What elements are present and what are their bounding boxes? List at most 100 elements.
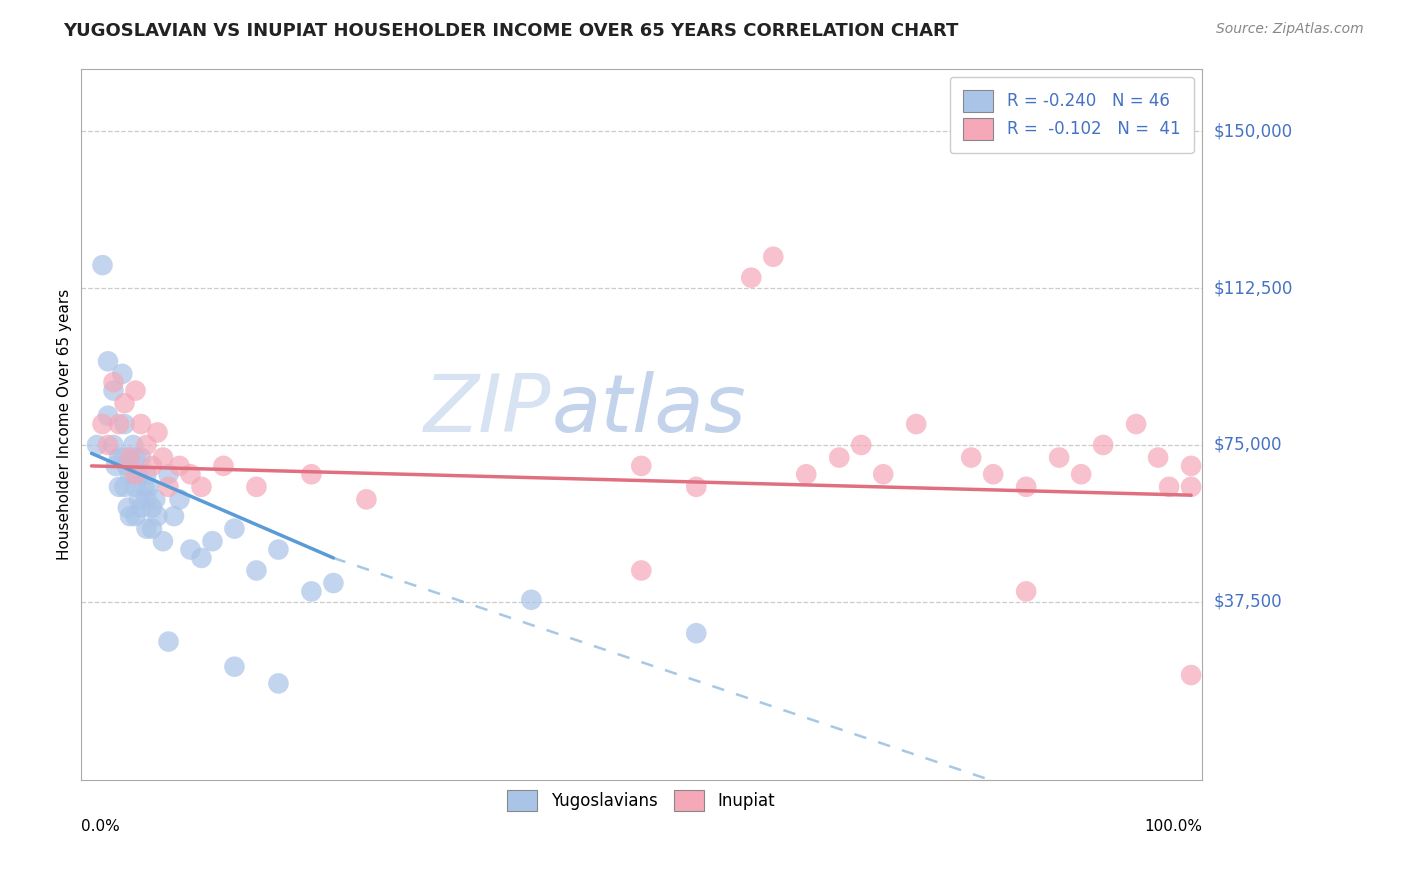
Point bbox=[124, 509, 146, 524]
Point bbox=[86, 438, 108, 452]
Point bbox=[1047, 450, 1070, 465]
Point bbox=[224, 522, 246, 536]
Point bbox=[124, 467, 146, 482]
Legend: Yugoslavians, Inupiat: Yugoslavians, Inupiat bbox=[494, 777, 789, 824]
Point bbox=[851, 438, 873, 452]
Point bbox=[520, 592, 543, 607]
Point bbox=[103, 384, 125, 398]
Point bbox=[128, 492, 150, 507]
Point bbox=[97, 354, 120, 368]
Point bbox=[117, 500, 139, 515]
Point bbox=[685, 626, 707, 640]
Point bbox=[960, 450, 983, 465]
Point bbox=[97, 438, 120, 452]
Point bbox=[905, 417, 928, 431]
Text: $150,000: $150,000 bbox=[1213, 122, 1292, 140]
Point bbox=[135, 522, 157, 536]
Point bbox=[141, 522, 163, 536]
Point bbox=[356, 492, 378, 507]
Text: $37,500: $37,500 bbox=[1213, 593, 1282, 611]
Point bbox=[179, 467, 201, 482]
Point bbox=[124, 480, 146, 494]
Point bbox=[201, 534, 224, 549]
Point bbox=[1015, 480, 1038, 494]
Point bbox=[157, 467, 180, 482]
Text: $75,000: $75,000 bbox=[1213, 436, 1282, 454]
Text: Source: ZipAtlas.com: Source: ZipAtlas.com bbox=[1216, 22, 1364, 37]
Point bbox=[190, 550, 212, 565]
Point bbox=[114, 480, 136, 494]
Point bbox=[135, 492, 157, 507]
Point bbox=[115, 458, 138, 473]
Text: atlas: atlas bbox=[551, 371, 747, 449]
Point bbox=[245, 564, 267, 578]
Point bbox=[91, 417, 114, 431]
Point bbox=[134, 480, 156, 494]
Point bbox=[129, 417, 152, 431]
Point bbox=[1180, 668, 1202, 682]
Point bbox=[685, 480, 707, 494]
Point bbox=[224, 659, 246, 673]
Text: $112,500: $112,500 bbox=[1213, 279, 1292, 297]
Point bbox=[124, 450, 146, 465]
Point bbox=[1015, 584, 1038, 599]
Text: YUGOSLAVIAN VS INUPIAT HOUSEHOLDER INCOME OVER 65 YEARS CORRELATION CHART: YUGOSLAVIAN VS INUPIAT HOUSEHOLDER INCOM… bbox=[63, 22, 959, 40]
Point bbox=[127, 467, 149, 482]
Point bbox=[169, 492, 191, 507]
Point bbox=[794, 467, 817, 482]
Point bbox=[118, 450, 141, 465]
Y-axis label: Householder Income Over 65 years: Householder Income Over 65 years bbox=[58, 288, 72, 559]
Point bbox=[1159, 480, 1181, 494]
Point bbox=[267, 542, 290, 557]
Point bbox=[114, 396, 136, 410]
Point bbox=[1125, 417, 1147, 431]
Point bbox=[129, 500, 152, 515]
Point bbox=[981, 467, 1004, 482]
Point bbox=[118, 467, 141, 482]
Point bbox=[138, 480, 160, 494]
Point bbox=[103, 438, 125, 452]
Point bbox=[267, 676, 290, 690]
Point bbox=[190, 480, 212, 494]
Point bbox=[1180, 458, 1202, 473]
Point bbox=[630, 458, 652, 473]
Point bbox=[179, 542, 201, 557]
Point bbox=[872, 467, 894, 482]
Point bbox=[114, 417, 136, 431]
Point bbox=[141, 500, 163, 515]
Point bbox=[245, 480, 267, 494]
Point bbox=[108, 480, 131, 494]
Point bbox=[122, 438, 145, 452]
Point bbox=[129, 450, 152, 465]
Point bbox=[146, 425, 169, 440]
Point bbox=[1180, 480, 1202, 494]
Point bbox=[91, 258, 114, 272]
Point bbox=[124, 384, 146, 398]
Point bbox=[762, 250, 785, 264]
Point bbox=[118, 509, 141, 524]
Point bbox=[108, 417, 131, 431]
Point bbox=[169, 458, 191, 473]
Point bbox=[299, 584, 322, 599]
Point bbox=[828, 450, 851, 465]
Point bbox=[1070, 467, 1092, 482]
Point bbox=[108, 450, 131, 465]
Point bbox=[1147, 450, 1170, 465]
Point bbox=[157, 480, 180, 494]
Point bbox=[322, 576, 344, 591]
Point bbox=[740, 270, 762, 285]
Point bbox=[1092, 438, 1115, 452]
Point bbox=[152, 534, 174, 549]
Point bbox=[135, 467, 157, 482]
Point bbox=[111, 367, 134, 381]
Point bbox=[152, 450, 174, 465]
Text: 0.0%: 0.0% bbox=[80, 819, 120, 834]
Point bbox=[157, 634, 180, 648]
Point bbox=[143, 492, 166, 507]
Text: 100.0%: 100.0% bbox=[1144, 819, 1202, 834]
Point bbox=[163, 509, 186, 524]
Point bbox=[212, 458, 235, 473]
Point bbox=[135, 438, 157, 452]
Point bbox=[104, 458, 127, 473]
Point bbox=[114, 450, 136, 465]
